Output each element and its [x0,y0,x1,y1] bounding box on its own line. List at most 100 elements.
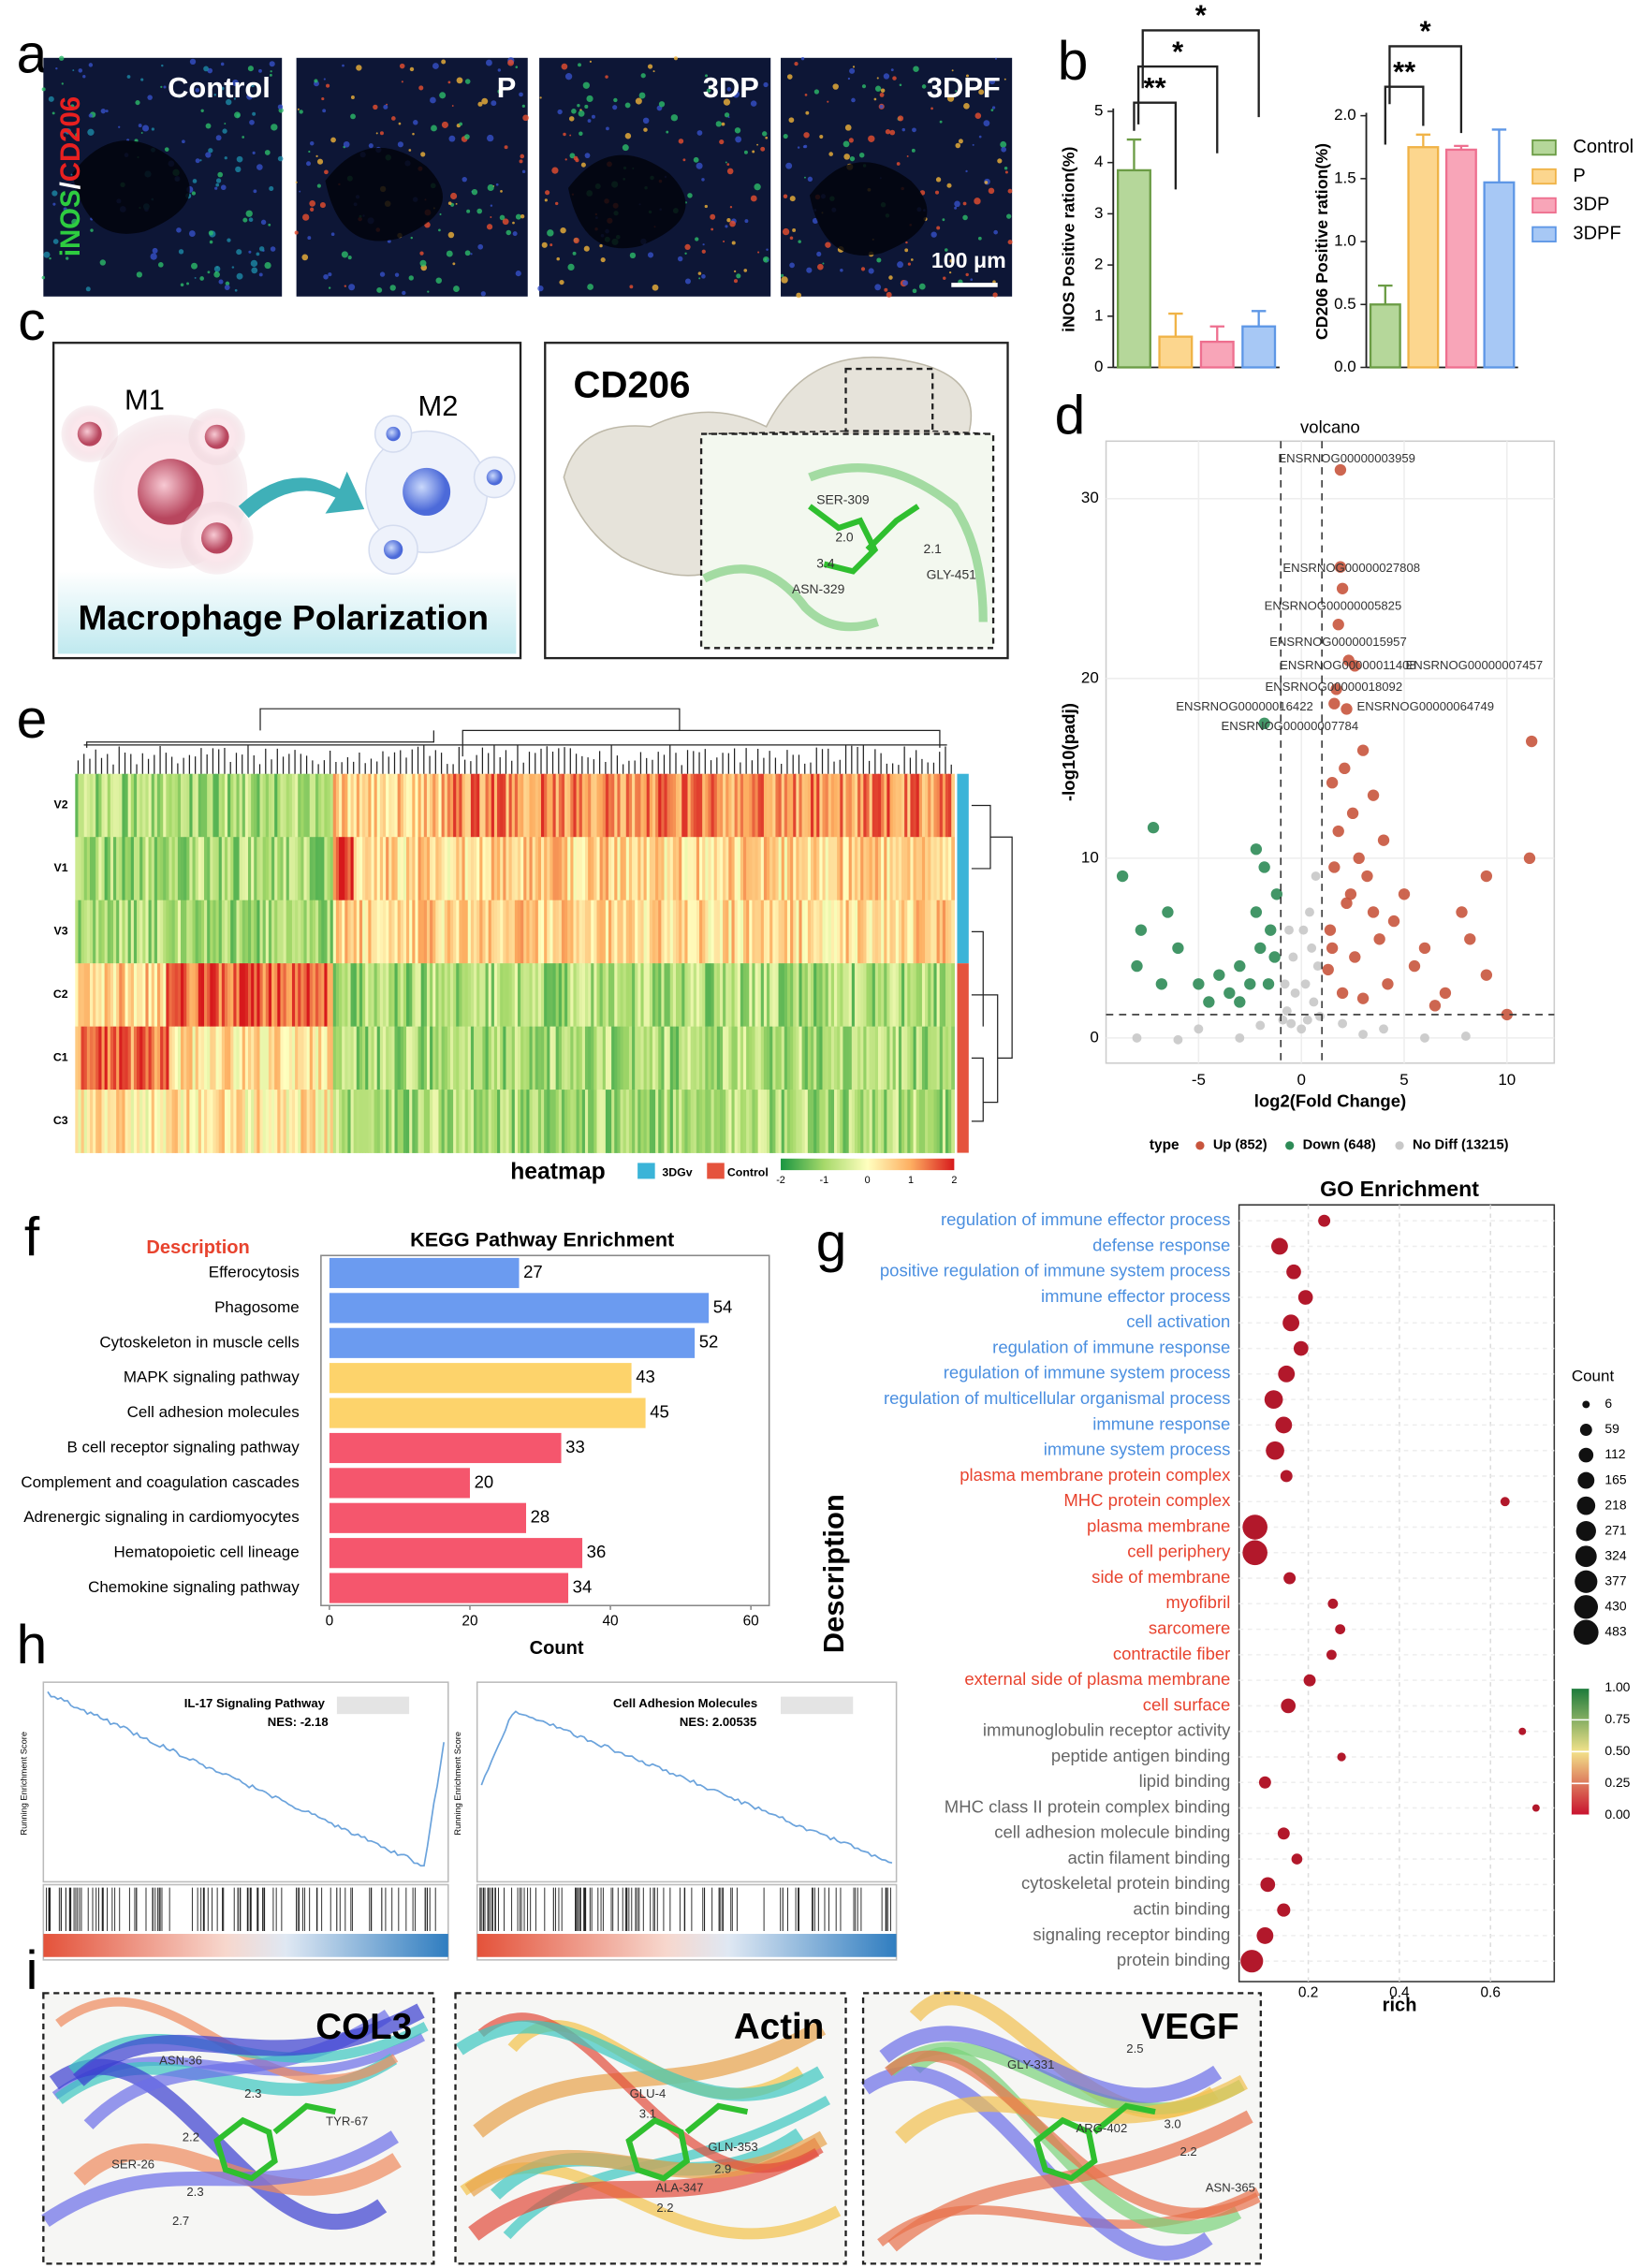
dot [1277,1827,1290,1840]
stain-dot [991,106,996,110]
stain-dot [379,131,384,136]
heatmap-cell [813,900,817,964]
heatmap-cell [804,1090,809,1153]
heatmap-cell [755,1090,759,1153]
heatmap-cell [464,963,469,1027]
heatmap-cell [834,1026,838,1090]
point [1250,906,1263,918]
y-tick-label: MHC class II protein complex binding [945,1796,1231,1816]
heatmap-cell [635,773,638,838]
heatmap-cell [611,1026,615,1090]
heatmap-cell [520,837,524,900]
heatmap-cell [772,773,777,838]
heatmap-cell [324,773,329,838]
heatmap-cell [828,900,832,964]
stain-dot [260,219,267,226]
legend-label: 59 [1604,1421,1619,1436]
heatmap-cell [508,1090,513,1153]
colorbar-label: 1.00 [1604,1679,1630,1694]
heatmap-cell [368,1090,373,1153]
heatmap-cell [137,1090,140,1153]
colorbar-tick: -2 [776,1175,785,1186]
heatmap-cell [635,1090,638,1153]
stain-dot [323,78,326,80]
heatmap-cell [148,1090,153,1153]
stain-dot [164,147,169,152]
heatmap-cell [799,900,803,964]
heatmap-cell [781,900,785,964]
heatmap-cell [737,773,741,838]
stain-dot [328,272,332,277]
heatmap-cell [772,1090,777,1153]
stain-dot [452,262,456,266]
heatmap-cell [295,1090,299,1153]
stain-dot [450,192,458,200]
heatmap-cell [300,900,305,964]
x-tick-label: 40 [602,1613,618,1629]
stain-dot [726,168,734,175]
heatmap-cell [438,963,443,1027]
heatmap-cell [834,1090,838,1153]
heatmap-cell [142,1026,147,1090]
heatmap-cell [872,1026,876,1090]
heatmap-cell [265,1026,270,1090]
stain-dot [521,169,526,174]
y-tick-label: Efferocytosis [209,1263,300,1280]
heatmap-cell [837,773,841,838]
protein-label: COL3 [315,2007,412,2047]
docking-image [455,1993,846,2264]
heatmap-cell [854,1026,858,1090]
heatmap-cell [635,900,638,964]
heatmap-cell [918,1090,923,1153]
heatmap-cell [83,1026,88,1090]
heatmap-cell [239,900,243,964]
heatmap-cell [866,963,871,1027]
m1-cell [204,424,229,449]
heatmap-cell [86,837,91,900]
heatmap-cell [581,1026,586,1090]
heatmap-cell [640,900,645,964]
heatmap-cell [573,773,578,838]
point [1324,924,1337,936]
dendrogram-right [971,804,1013,1122]
heatmap-cell [617,900,622,964]
stain-dot [264,261,271,270]
stain-dot [744,219,749,224]
stain-dot [368,143,374,149]
legend-label: 483 [1604,1624,1626,1639]
stain-dot [884,287,888,292]
heatmap-cell [801,773,806,838]
heatmap-cell [877,963,882,1027]
heatmap-cell [186,773,191,838]
heatmap-cell [737,1026,741,1090]
stain-dot [905,241,908,244]
heatmap-cell [327,1026,331,1090]
heatmap-cell [918,900,923,964]
heatmap-cell [321,1090,325,1153]
stain-dot [804,176,806,179]
legend-dot [1576,1496,1596,1515]
heatmap-cell [599,1026,604,1090]
y-tick-label: B cell receptor signaling pathway [66,1438,300,1456]
stain-dot [599,243,603,248]
heatmap-cell [687,1090,692,1153]
heatmap-cell [567,837,571,900]
heatmap-cell [98,773,103,838]
heatmap-cell [549,837,554,900]
heatmap-cell [379,1026,384,1090]
barcode [46,1887,436,1931]
heatmap-cell [218,900,223,964]
stain-dot [921,84,927,89]
heatmap-cell [579,1026,583,1090]
heatmap-cell [763,963,768,1027]
heatmap-cell [125,837,129,900]
heatmap-cell [576,837,580,900]
heatmap-cell [892,1026,897,1090]
heatmap-cell [667,773,671,838]
heatmap-cell [233,837,238,900]
heatmap-cell [406,1026,410,1090]
point [1420,1032,1429,1043]
heatmap-cell [244,1090,249,1153]
legend-dot [1575,1570,1598,1593]
heatmap-cell [640,1026,645,1090]
